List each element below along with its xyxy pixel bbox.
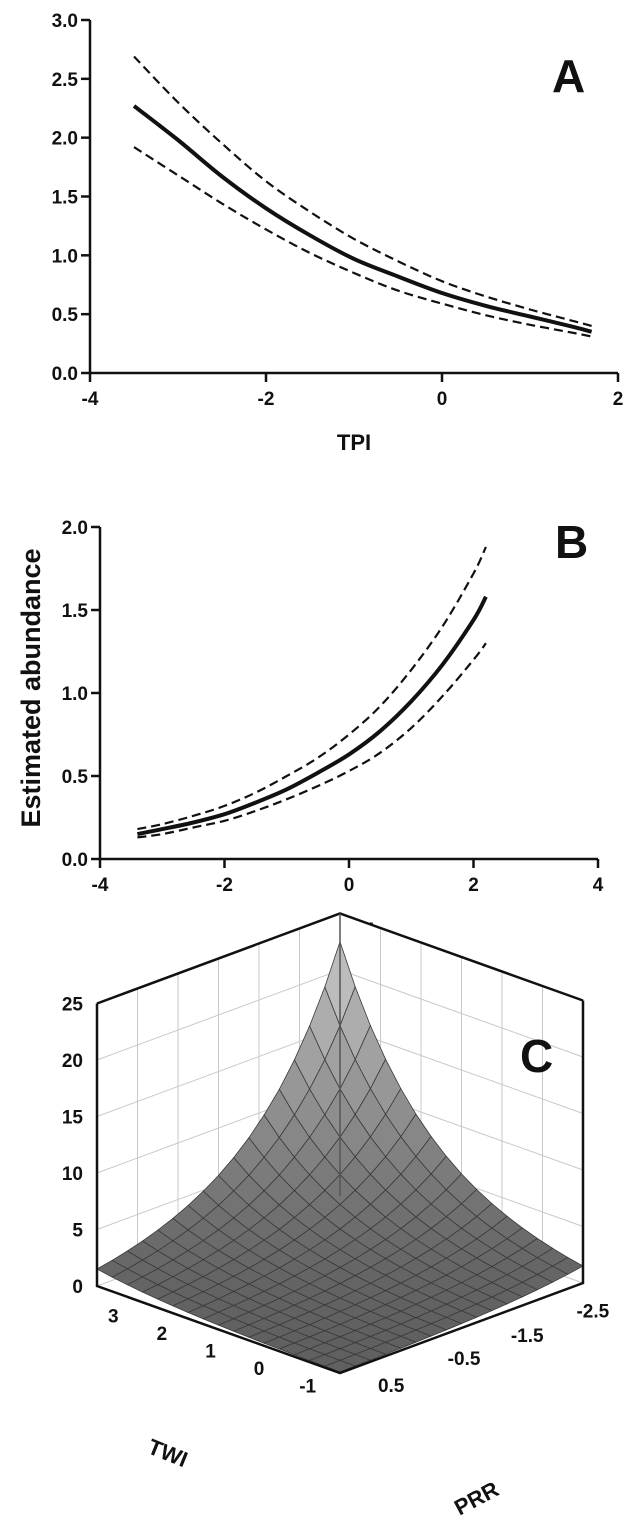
panel-b-ytick-label: 0.0 <box>62 850 88 871</box>
panel-c-prr-tick-label: -1.5 <box>511 1326 544 1347</box>
panel-a-ytick-label: 3.0 <box>52 11 78 32</box>
panel-c-twi-title: TWI <box>144 1434 191 1472</box>
panel-a-upper-line <box>133 55 592 327</box>
panel-c-twi-tick-label: 3 <box>108 1307 119 1328</box>
panel-a: 0.0 0.5 1.0 1.5 2.0 2.5 3.0 -4 -2 0 2 A TPI <box>52 11 624 455</box>
panel-a-ytick-label: 1.0 <box>52 246 78 267</box>
panel-c-prr-title: PRR <box>450 1476 503 1520</box>
panel-b-xtick-label: -4 <box>92 875 109 896</box>
panel-b-ytick-label: 0.5 <box>62 767 89 788</box>
panel-c-ztick-label: 10 <box>62 1164 83 1185</box>
panel-a-letter: A <box>552 50 585 102</box>
panel-b-letter: B <box>555 516 588 568</box>
panel-c-letter: C <box>520 1030 553 1082</box>
panel-a-ytick-label: 0.5 <box>52 305 79 326</box>
panel-c-prr-tick-label: -0.5 <box>448 1349 481 1370</box>
panel-b-upper-line <box>137 546 487 831</box>
panel-a-xtick-label: 0 <box>437 389 448 410</box>
panel-a-lower-line <box>133 146 592 338</box>
panel-a-fit-line <box>132 104 593 334</box>
panel-b-xtick-label: 2 <box>468 875 479 896</box>
panel-c-ztick-label: 25 <box>62 995 84 1016</box>
panel-a-ytick-label: 0.0 <box>52 364 78 385</box>
panel-c-ztick-label: 5 <box>72 1221 83 1242</box>
panel-c-prr-tick-label: 0.5 <box>378 1376 405 1397</box>
panel-b-ytick-label: 1.5 <box>62 601 89 622</box>
panel-a-ytick-label: 2.5 <box>52 70 79 91</box>
panel-c-ztick-label: 0 <box>72 1277 83 1298</box>
panel-a-xtick-label: -4 <box>82 389 99 410</box>
panel-c-twi-tick-label: 2 <box>157 1324 168 1345</box>
panel-a-ytick-label: 2.0 <box>52 129 78 150</box>
panel-a-xtick-label: 2 <box>613 389 624 410</box>
shared-y-title: Estimated abundance <box>16 548 46 827</box>
panel-b-fit-line <box>137 595 488 837</box>
panel-a-xtick-label: -2 <box>258 389 275 410</box>
panel-c-ztick-label: 15 <box>62 1108 84 1129</box>
panel-c-twi-tick-label: 0 <box>254 1359 265 1380</box>
panel-b-xtick-label: -2 <box>216 875 233 896</box>
panel-b-xtick-label: 4 <box>593 875 604 896</box>
panel-b-ytick-label: 2.0 <box>62 518 88 539</box>
panel-b-ytick-label: 1.0 <box>62 684 88 705</box>
panel-c-ztick-label: 20 <box>62 1051 83 1072</box>
panel-c-twi-tick-label: 1 <box>205 1342 216 1363</box>
panel-b-lower-line <box>137 642 487 839</box>
panel-b-xtick-label: 0 <box>344 875 355 896</box>
panel-a-x-title: TPI <box>337 430 371 455</box>
panel-c-axis-frame <box>95 1000 585 1375</box>
panel-c-prr-tick-label: -2.5 <box>576 1302 609 1323</box>
panel-c-twi-tick-label: -1 <box>299 1376 316 1397</box>
panel-a-ytick-label: 1.5 <box>52 188 79 209</box>
